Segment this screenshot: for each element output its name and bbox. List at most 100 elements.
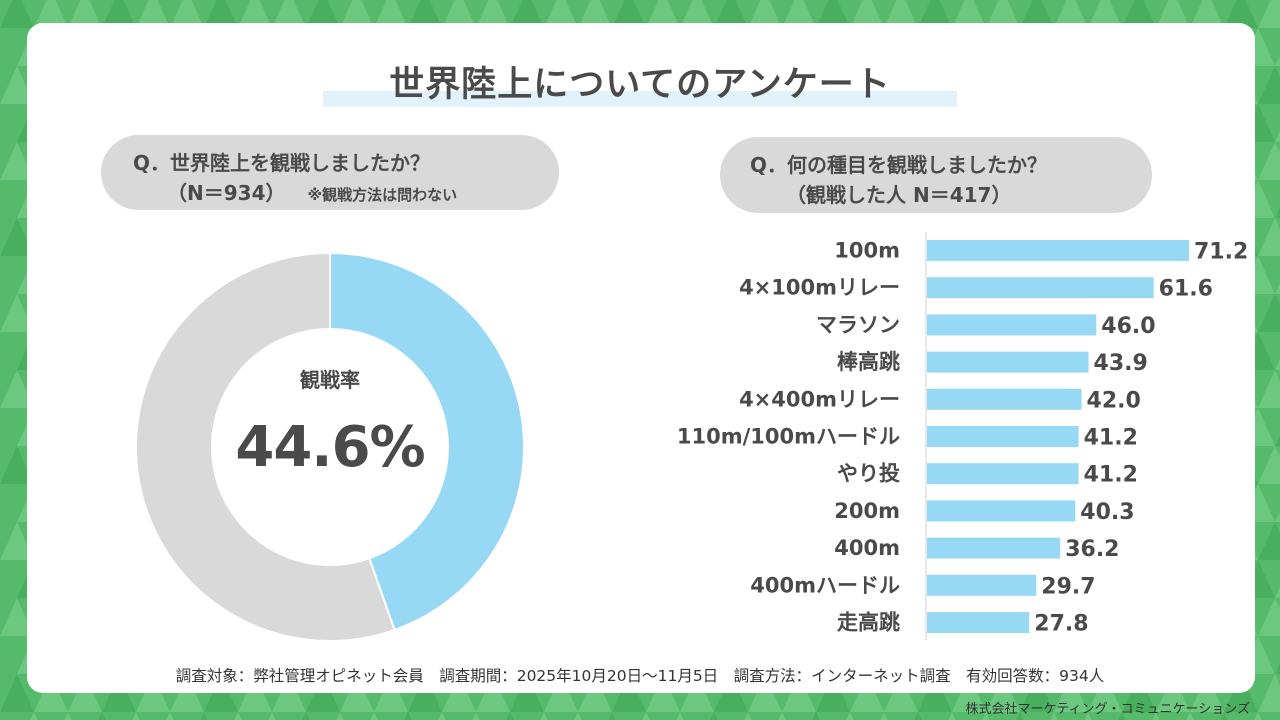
bar [927, 314, 1097, 336]
tree-shape [1050, 712, 1058, 720]
tree-shape [744, 712, 752, 720]
question-events-sample: （観戦した人 N＝417） [786, 183, 1012, 207]
tree-shape [238, 0, 272, 28]
bar-value-label: 40.3 [1080, 500, 1134, 525]
tree-shape [1275, 54, 1280, 66]
tree-shape [1275, 434, 1280, 446]
bar-value-label: 41.2 [1084, 426, 1138, 451]
tree-shape [0, 598, 34, 636]
bar [927, 463, 1079, 485]
tree-shape [68, 0, 102, 28]
tree-shape [646, 674, 680, 712]
bar-category-label: 400m [834, 536, 900, 560]
tree-shape [442, 0, 476, 28]
tree-shape [1084, 712, 1092, 720]
tree-shape [0, 0, 34, 28]
donut-center-label: 観戦率 [300, 368, 360, 392]
question-watched-sample: （N＝934） ※観戦方法は問わない [167, 177, 457, 206]
company-name: 株式会社マーケティング・コミュニケーションズ [965, 702, 1250, 717]
tree-shape [170, 674, 204, 712]
question-watched-text: Q．世界陸上を観戦しましたか？ [133, 151, 431, 175]
tree-shape [0, 66, 34, 104]
tree-shape [1258, 0, 1280, 28]
tree-shape [1275, 358, 1280, 370]
tree-shape [544, 0, 578, 28]
tree-shape [1275, 510, 1280, 522]
tree-shape [506, 712, 514, 720]
tree-shape [1275, 206, 1280, 218]
tree-shape [238, 674, 272, 712]
tree-shape [1275, 662, 1280, 674]
bar-value-label: 36.2 [1065, 537, 1119, 562]
tree-shape [540, 712, 548, 720]
tree-shape [1224, 0, 1258, 28]
bar [927, 574, 1037, 596]
tree-shape [204, 674, 238, 712]
tree-shape [952, 0, 986, 28]
tree-shape [778, 712, 786, 720]
donut-slice-watched [329, 251, 525, 632]
bar-category-label: マラソン [816, 313, 900, 337]
tree-shape [1016, 712, 1024, 720]
tree-shape [710, 712, 718, 720]
bar [927, 426, 1079, 447]
tree-shape [1258, 294, 1280, 332]
tree-shape [1258, 142, 1280, 180]
tree-shape [1190, 0, 1224, 28]
bar-category-label: 4×100mリレー [739, 276, 900, 300]
tree-shape [1186, 712, 1194, 720]
tree-shape [102, 674, 136, 712]
tree-shape [1258, 218, 1280, 256]
page-title: 世界陸上についてのアンケート [389, 65, 891, 105]
tree-shape [272, 0, 306, 28]
tree-shape [1258, 446, 1280, 484]
tree-shape [850, 674, 884, 712]
tree-shape [510, 674, 544, 712]
tree-shape [102, 0, 136, 28]
tree-shape [782, 0, 816, 28]
tree-shape [272, 674, 306, 712]
title-highlight [323, 91, 957, 107]
tree-shape [918, 0, 952, 28]
tree-shape [340, 0, 374, 28]
tree-shape [816, 674, 850, 712]
question-watched-box: Q．世界陸上を観戦しましたか？ （N＝934） ※観戦方法は問わない [101, 135, 559, 210]
question-events-text: Q．何の種目を観戦しましたか？ [750, 153, 1048, 177]
tree-shape [1156, 674, 1190, 712]
tree-shape [1275, 586, 1280, 598]
bar [927, 351, 1089, 373]
bar-value-label: 42.0 [1087, 388, 1141, 413]
tree-shape [1275, 712, 1280, 720]
tree-shape [306, 0, 340, 28]
tree-shape [476, 674, 510, 712]
tree-shape [438, 712, 446, 720]
tree-shape [1258, 522, 1280, 560]
bar-value-label: 27.8 [1034, 612, 1088, 637]
tree-shape [748, 674, 782, 712]
donut-slice-not-watched [135, 251, 396, 642]
tree-shape [1258, 674, 1280, 712]
tree-shape [476, 0, 510, 28]
tree-shape [850, 0, 884, 28]
tree-shape [714, 674, 748, 712]
tree-shape [612, 674, 646, 712]
bar-value-label: 46.0 [1101, 314, 1155, 339]
tree-shape [782, 674, 816, 712]
bar [927, 612, 1030, 633]
tree-shape [510, 0, 544, 28]
tree-shape [680, 0, 714, 28]
tree-shape [34, 0, 68, 28]
tree-shape [986, 674, 1020, 712]
tree-shape [1020, 0, 1054, 28]
bar-category-label: 4×400mリレー [739, 387, 900, 411]
bar-category-label: 走高跳 [837, 611, 900, 635]
tree-shape [544, 674, 578, 712]
tree-shape [132, 712, 140, 720]
tree-shape [884, 674, 918, 712]
note-text: ※観戦方法は問わない [307, 186, 458, 204]
tree-shape [0, 142, 34, 180]
tree-shape [0, 218, 34, 256]
bar-category-label: 200m [834, 499, 900, 523]
tree-shape [30, 712, 38, 720]
tree-shape [1224, 674, 1258, 712]
